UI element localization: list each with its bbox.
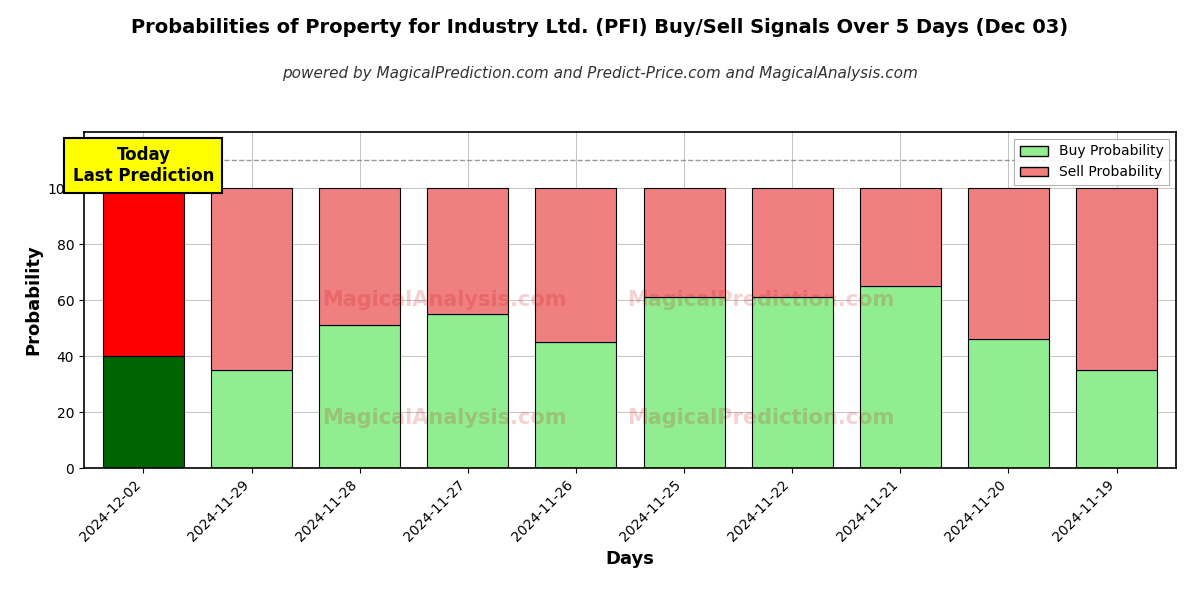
Text: MagicalPrediction.com: MagicalPrediction.com — [628, 407, 895, 428]
Bar — [319, 325, 401, 468]
Bar — [211, 370, 292, 468]
Text: MagicalPrediction.com: MagicalPrediction.com — [628, 290, 895, 310]
Bar — [319, 188, 401, 325]
Text: Probabilities of Property for Industry Ltd. (PFI) Buy/Sell Signals Over 5 Days (: Probabilities of Property for Industry L… — [132, 18, 1068, 37]
Bar — [968, 188, 1049, 339]
Text: powered by MagicalPrediction.com and Predict-Price.com and MagicalAnalysis.com: powered by MagicalPrediction.com and Pre… — [282, 66, 918, 81]
Bar — [103, 188, 184, 356]
Legend: Buy Probability, Sell Probability: Buy Probability, Sell Probability — [1014, 139, 1169, 185]
Bar — [751, 188, 833, 297]
Bar — [427, 188, 509, 314]
Bar — [1076, 370, 1157, 468]
Bar — [859, 286, 941, 468]
Y-axis label: Probability: Probability — [24, 245, 42, 355]
Bar — [751, 297, 833, 468]
Bar — [968, 339, 1049, 468]
Bar — [103, 356, 184, 468]
Bar — [535, 188, 617, 342]
Bar — [535, 342, 617, 468]
Bar — [427, 314, 509, 468]
Text: MagicalAnalysis.com: MagicalAnalysis.com — [322, 290, 566, 310]
Bar — [1076, 188, 1157, 370]
Bar — [211, 188, 292, 370]
Bar — [643, 188, 725, 297]
Bar — [859, 188, 941, 286]
Text: Today
Last Prediction: Today Last Prediction — [73, 146, 214, 185]
Text: MagicalAnalysis.com: MagicalAnalysis.com — [322, 407, 566, 428]
X-axis label: Days: Days — [606, 550, 654, 568]
Bar — [643, 297, 725, 468]
